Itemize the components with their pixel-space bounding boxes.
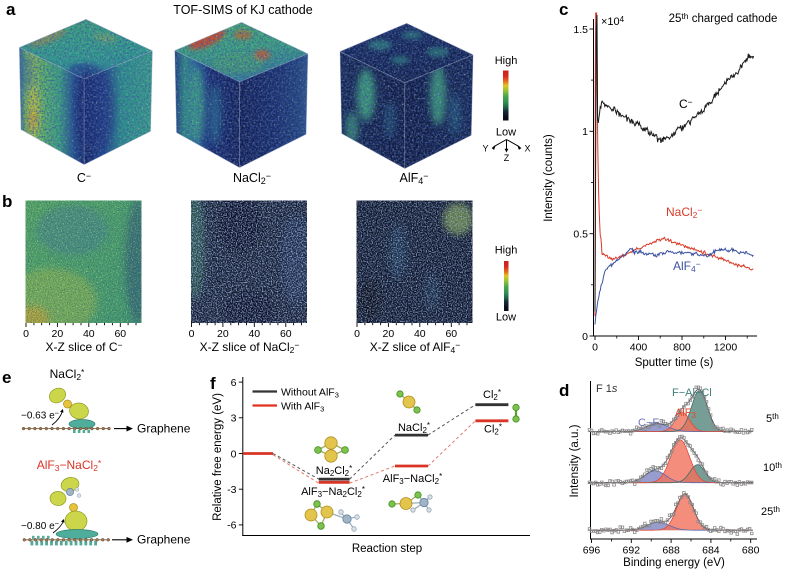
svg-text:Graphene: Graphene [137, 421, 191, 435]
svg-text:X-Z slice of AlF4−: X-Z slice of AlF4− [370, 340, 460, 355]
svg-text:Binding energy (eV): Binding energy (eV) [623, 557, 725, 569]
svg-text:NaCl2*: NaCl2* [398, 421, 430, 434]
svg-text:With AlF3: With AlF3 [281, 401, 324, 414]
svg-text:Low: Low [496, 127, 516, 139]
svg-text:0: 0 [592, 342, 598, 354]
svg-text:Intensity (counts): Intensity (counts) [543, 134, 555, 222]
svg-text:X-Z slice of C−: X-Z slice of C− [46, 340, 123, 354]
svg-text:Low: Low [496, 312, 516, 324]
svg-text:Relative free energy (eV): Relative free energy (eV) [212, 393, 224, 521]
svg-text:X: X [524, 144, 530, 154]
svg-text:60: 60 [280, 328, 292, 340]
svg-text:−0.63 e−: −0.63 e− [21, 409, 60, 422]
svg-text:e: e [2, 368, 11, 387]
svg-text:0: 0 [354, 328, 360, 340]
svg-text:1.5: 1.5 [573, 24, 588, 36]
svg-text:-6: -6 [227, 520, 236, 532]
svg-text:F 1s: F 1s [596, 383, 618, 395]
svg-text:25th charged cathode: 25th charged cathode [669, 11, 778, 25]
svg-text:AlF3−NaCl2*: AlF3−NaCl2* [37, 458, 102, 473]
svg-text:0: 0 [189, 328, 195, 340]
svg-text:AlF3−NaCl2*: AlF3−NaCl2* [383, 472, 442, 485]
svg-text:-3: -3 [227, 484, 236, 496]
svg-text:C−F: C−F [638, 417, 659, 429]
svg-text:Na2Cl2*: Na2Cl2* [316, 464, 352, 477]
svg-text:c: c [559, 0, 568, 19]
svg-text:20: 20 [383, 328, 395, 340]
svg-text:Z: Z [504, 153, 510, 163]
svg-text:20: 20 [217, 328, 229, 340]
svg-text:Graphene: Graphene [137, 532, 191, 546]
svg-text:NaCl2*: NaCl2* [50, 367, 85, 382]
svg-text:60: 60 [445, 328, 457, 340]
svg-text:X-Z slice of NaCl2−: X-Z slice of NaCl2− [200, 340, 300, 355]
svg-text:TOF-SIMS of KJ cathode: TOF-SIMS of KJ cathode [173, 3, 312, 17]
svg-text:F−Al−Cl: F−Al−Cl [672, 387, 712, 399]
svg-text:800: 800 [673, 342, 691, 354]
svg-text:0.5: 0.5 [573, 229, 588, 241]
svg-text:40: 40 [83, 328, 95, 340]
svg-text:−0.80 e−: −0.80 e− [21, 519, 60, 532]
svg-text:Without AlF3: Without AlF3 [281, 387, 339, 400]
svg-text:AlF3−Na2Cl2*: AlF3−Na2Cl2* [301, 485, 365, 498]
svg-text:NaCl2−: NaCl2− [666, 205, 702, 220]
svg-text:20: 20 [52, 328, 64, 340]
svg-text:40: 40 [414, 328, 426, 340]
svg-text:680: 680 [742, 545, 760, 557]
svg-text:a: a [6, 0, 16, 19]
svg-text:40: 40 [248, 328, 260, 340]
svg-text:0: 0 [23, 328, 29, 340]
svg-text:684: 684 [702, 545, 720, 557]
svg-text:1: 1 [582, 126, 588, 138]
svg-text:0: 0 [231, 448, 237, 460]
svg-text:0: 0 [582, 331, 588, 343]
svg-text:1200: 1200 [714, 342, 738, 354]
svg-text:688: 688 [662, 545, 680, 557]
svg-text:3: 3 [231, 413, 237, 425]
svg-text:f: f [210, 374, 216, 393]
svg-text:AlF3: AlF3 [675, 407, 697, 420]
svg-text:696: 696 [583, 545, 601, 557]
svg-text:400: 400 [630, 342, 648, 354]
svg-text:6: 6 [231, 377, 237, 389]
svg-text:Reaction step: Reaction step [352, 543, 422, 555]
svg-text:b: b [2, 192, 12, 211]
svg-text:High: High [495, 245, 518, 257]
svg-text:Y: Y [482, 144, 488, 154]
svg-text:60: 60 [114, 328, 126, 340]
svg-text:×104: ×104 [601, 15, 625, 28]
svg-text:Sputter time (s): Sputter time (s) [635, 357, 714, 369]
svg-text:NaCl2−: NaCl2− [233, 171, 271, 186]
svg-text:d: d [559, 381, 569, 400]
svg-text:High: High [495, 55, 518, 67]
svg-text:Intensity (a.u.): Intensity (a.u.) [569, 424, 581, 497]
svg-text:692: 692 [623, 545, 641, 557]
